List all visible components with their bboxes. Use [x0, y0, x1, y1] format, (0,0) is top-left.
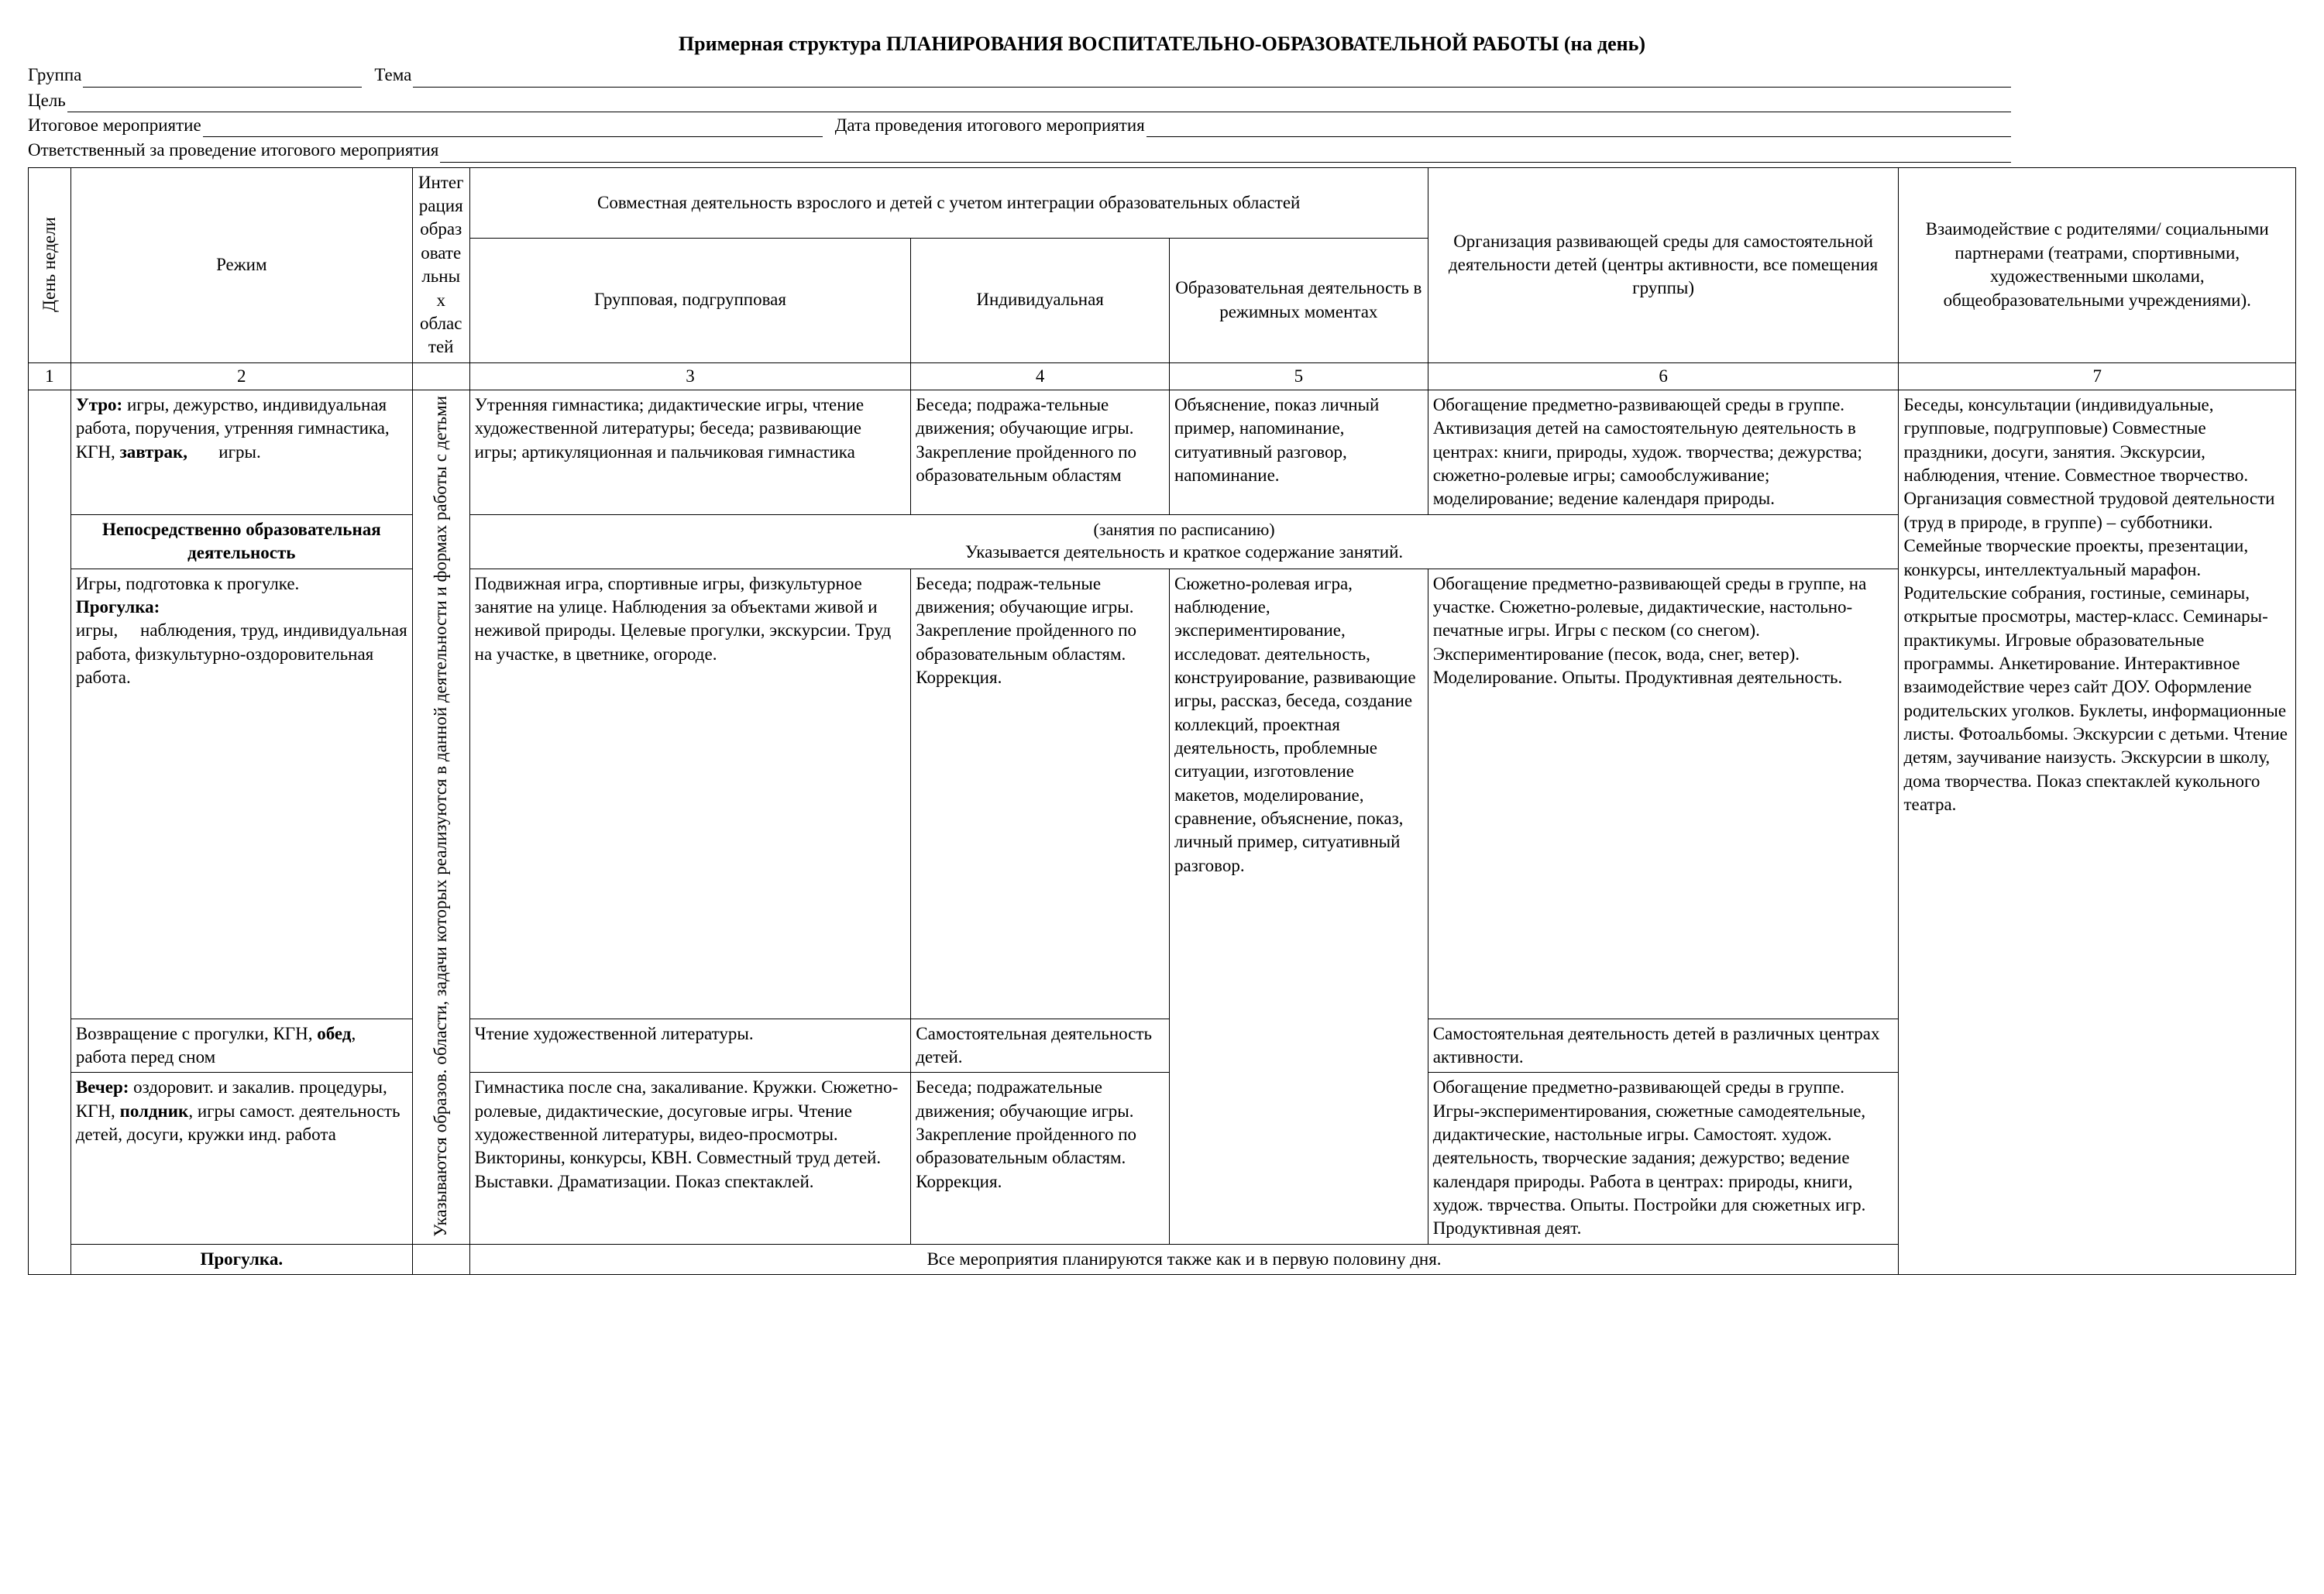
num-6: 6 [1428, 362, 1899, 390]
nod-main: Указывается деятельность и краткое содер… [475, 541, 1894, 564]
num-5: 5 [1169, 362, 1428, 390]
blank-final-event-date[interactable] [1147, 119, 2011, 137]
col-group: Групповая, подгрупповая [469, 238, 911, 362]
num-4: 4 [911, 362, 1170, 390]
col-mode: Режим [70, 167, 412, 362]
nod-content: (занятия по расписанию) Указывается деят… [469, 514, 1899, 569]
label-final-event: Итоговое мероприятие [28, 114, 203, 137]
header-block: Группа Тема Цель Итоговое мероприятие Да… [28, 64, 2011, 162]
walk-group: Подвижная игра, спортивные игры, физкуль… [469, 569, 911, 1019]
num-2: 2 [70, 362, 412, 390]
col-educational: Образовательная деятельность в режимных … [1169, 238, 1428, 362]
evening-group: Гимнастика после сна, закаливание. Кружк… [469, 1073, 911, 1245]
mode-return: Возвращение с прогулки, КГН, обед, работ… [70, 1019, 412, 1073]
label-final-event-date: Дата проведения итогового мероприятия [823, 114, 1147, 137]
mode-evening: Вечер: оздоровит. и закалив. процедуры, … [70, 1073, 412, 1245]
mode-walk: Игры, подготовка к прогулке.Прогулка:игр… [70, 569, 412, 1019]
morning-educational: Объяснение, показ личный пример, напомин… [1169, 390, 1428, 514]
col-parents: Взаимодействие с родителями/ социальными… [1899, 167, 2296, 362]
morning-individual: Беседа; подража-тельные движения; обучаю… [911, 390, 1170, 514]
col-organization: Организация развивающей среды для самост… [1428, 167, 1899, 362]
integration-vertical: Указываются образов. области, задачи кот… [412, 390, 469, 1244]
return-individual: Самостоятельная деятельность детей. [911, 1019, 1170, 1073]
morning-organization: Обогащение предметно-развивающей среды в… [1428, 390, 1899, 514]
col-integration: Интеграция образовательных областей [412, 167, 469, 362]
num-1: 1 [29, 362, 71, 390]
blank-group[interactable] [83, 70, 362, 88]
morning-group: Утренняя гимнастика; дидактические игры,… [469, 390, 911, 514]
return-group: Чтение художественной литературы. [469, 1019, 911, 1073]
label-group: Группа [28, 64, 83, 87]
label-responsible: Ответственный за проведение итогового ме… [28, 139, 440, 162]
label-goal: Цель [28, 89, 67, 112]
mode-walk2: Прогулка. [70, 1244, 412, 1274]
blank-goal[interactable] [67, 94, 2011, 112]
day-cell [29, 390, 71, 1274]
walk2-content: Все мероприятия планируются также как и … [469, 1244, 1899, 1274]
col-day: День недели [29, 167, 71, 362]
col-joint: Совместная деятельность взрослого и дете… [469, 167, 1428, 238]
return-organization: Самостоятельная деятельность детей в раз… [1428, 1019, 1899, 1073]
evening-individual: Беседа; подражательные движения; обучающ… [911, 1073, 1170, 1245]
page-title: Примерная структура ПЛАНИРОВАНИЯ ВОСПИТА… [28, 31, 2296, 57]
walk-organization: Обогащение предметно-развивающей среды в… [1428, 569, 1899, 1019]
walk-educational: Сюжетно-ролевая игра, наблюдение, экспер… [1169, 569, 1428, 1244]
num-3: 3 [469, 362, 911, 390]
num-7: 7 [1899, 362, 2296, 390]
mode-nod: Непосредственно образовательная деятельн… [70, 514, 412, 569]
blank-responsible[interactable] [440, 145, 2011, 163]
blank-theme[interactable] [413, 70, 2011, 88]
mode-morning: Утро: игры, дежурство, индивидуальная ра… [70, 390, 412, 514]
label-theme: Тема [362, 64, 413, 87]
walk-individual: Беседа; подраж-тельные движения; обучающ… [911, 569, 1170, 1019]
planning-table: День недели Режим Интеграция образовател… [28, 167, 2296, 1275]
parents-cell: Беседы, консультации (индивидуальные, гр… [1899, 390, 2296, 1274]
nod-sub: (занятия по расписанию) [475, 518, 1894, 541]
blank-final-event[interactable] [203, 119, 823, 137]
col-individual: Индивидуальная [911, 238, 1170, 362]
evening-organization: Обогащение предметно-развивающей среды в… [1428, 1073, 1899, 1245]
